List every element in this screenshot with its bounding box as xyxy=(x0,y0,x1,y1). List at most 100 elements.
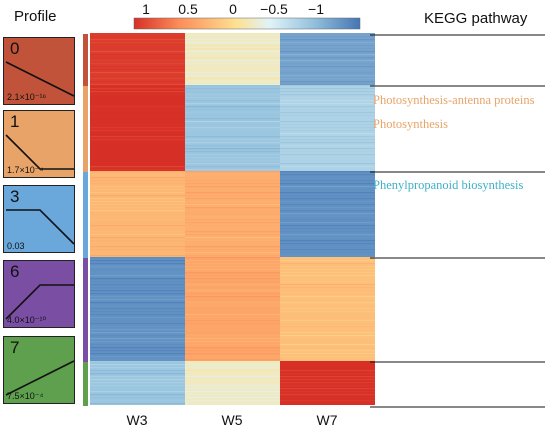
heatmap-gene-stripe xyxy=(90,338,185,340)
heatmap-gene-stripe xyxy=(90,394,185,396)
heatmap-gene-stripe xyxy=(280,97,375,99)
heatmap-gene-stripe xyxy=(90,311,185,313)
profile-pvalue: 4.0×10⁻¹⁰ xyxy=(7,315,47,325)
kegg-divider-lines xyxy=(370,34,545,408)
heatmap-gene-stripe xyxy=(90,169,185,171)
heatmap-gene-stripe xyxy=(280,287,375,289)
profile-id: 3 xyxy=(10,187,20,206)
kegg-label-photosynthesis: Photosynthesis xyxy=(373,117,449,131)
heatmap-gene-stripe xyxy=(185,136,280,138)
heatmap-gene-stripe xyxy=(280,112,375,114)
heatmap-gene-stripe xyxy=(185,252,280,254)
heatmap-gene-stripe xyxy=(90,210,185,212)
heatmap-gene-stripe xyxy=(90,252,185,254)
heatmap-gene-stripe xyxy=(280,329,375,331)
heatmap-gene-stripe xyxy=(90,118,185,120)
profile-box-3: 3 0.03 xyxy=(3,185,75,253)
heatmap-gene-stripe xyxy=(90,36,185,38)
heatmap-gene-stripe xyxy=(185,145,280,147)
heatmap-gene-stripe xyxy=(280,255,375,257)
kegg-header: KEGG pathway xyxy=(424,10,528,27)
heatmap-gene-stripe xyxy=(185,91,280,93)
heatmap-gene-stripe xyxy=(185,66,280,68)
heatmap-gene-stripe xyxy=(280,84,375,86)
heatmap-gene-stripe xyxy=(185,350,280,352)
heatmap-gene-stripe xyxy=(185,290,280,292)
heatmap-gene-stripe xyxy=(90,219,185,221)
heatmap-gene-stripe xyxy=(90,335,185,337)
heatmap-gene-stripe xyxy=(185,243,280,245)
heatmap-gene-stripe xyxy=(280,124,375,126)
profile-trend-polyline xyxy=(5,134,74,170)
heatmap-gene-stripe xyxy=(185,379,280,381)
heatmap-gene-stripe xyxy=(90,130,185,132)
profile-box-1: 1 1.7×10⁻⁴ xyxy=(3,110,75,178)
heatmap-gene-stripe xyxy=(280,106,375,108)
heatmap-gene-stripe xyxy=(185,78,280,80)
heatmap-gene-stripe xyxy=(90,163,185,165)
profile-strip-segment xyxy=(83,172,88,258)
column-label-w3: W3 xyxy=(126,412,148,428)
heatmap-gene-stripe xyxy=(185,100,280,102)
heatmap-gene-stripe xyxy=(90,361,185,363)
colorbar-tick-label: −1 xyxy=(308,1,324,17)
heatmap-gene-stripe xyxy=(90,385,185,387)
heatmap-gene-stripe xyxy=(90,85,185,87)
heatmap-gene-stripe xyxy=(185,163,280,165)
heatmap-gene-stripe xyxy=(90,75,185,77)
heatmap-gene-stripe xyxy=(185,385,280,387)
heatmap-gene-stripe xyxy=(90,364,185,366)
heatmap-gene-stripe xyxy=(185,171,280,173)
heatmap-gene-stripe xyxy=(90,350,185,352)
heatmap-gene-stripe xyxy=(90,136,185,138)
heatmap-gene-stripe xyxy=(280,347,375,349)
heatmap-gene-stripe xyxy=(185,299,280,301)
heatmap-gene-stripe xyxy=(185,376,280,378)
heatmap-gene-stripe xyxy=(185,174,280,176)
heatmap-gene-stripe xyxy=(185,364,280,366)
heatmap-gene-stripe xyxy=(185,183,280,185)
heatmap-gene-stripe xyxy=(90,145,185,147)
heatmap-gene-stripe xyxy=(280,228,375,230)
heatmap-gene-stripe xyxy=(90,347,185,349)
heatmap-gene-stripe xyxy=(90,151,185,153)
profile-strip-segment xyxy=(83,86,88,172)
heatmap-gene-stripe xyxy=(185,88,280,90)
heatmap-gene-stripe xyxy=(280,207,375,209)
heatmap-gene-stripe xyxy=(280,148,375,150)
heatmap-gene-stripe xyxy=(280,177,375,179)
heatmap-gene-stripe xyxy=(90,341,185,343)
heatmap-gene-stripe xyxy=(185,394,280,396)
heatmap-gene-stripe xyxy=(185,166,280,168)
heatmap-gene-stripe xyxy=(90,299,185,301)
profile-header: Profile xyxy=(14,8,57,25)
heatmap-gene-stripe xyxy=(280,42,375,44)
heatmap-gene-stripe xyxy=(280,171,375,173)
heatmap-gene-stripe xyxy=(185,359,280,361)
heatmap-gene-stripe xyxy=(280,225,375,227)
heatmap-gene-stripe xyxy=(185,139,280,141)
heatmap-gene-stripe xyxy=(280,183,375,185)
profile-trend-line xyxy=(5,360,75,396)
profile-trend-polyline xyxy=(5,61,75,97)
heatmap-gene-stripe xyxy=(185,60,280,62)
heatmap-gene-stripe xyxy=(280,133,375,135)
heatmap-gene-stripe xyxy=(90,320,185,322)
heatmap-gene-stripe xyxy=(280,72,375,74)
heatmap-gene-stripe xyxy=(280,257,375,259)
heatmap-gene-stripe xyxy=(90,367,185,369)
heatmap-gene-stripe xyxy=(185,219,280,221)
heatmap-gene-stripe xyxy=(185,204,280,206)
heatmap-gene-stripe xyxy=(185,255,280,257)
heatmap-gene-stripe xyxy=(90,332,185,334)
heatmap-gene-stripe xyxy=(90,353,185,355)
heatmap-gene-stripe xyxy=(90,57,185,59)
heatmap-gene-stripe xyxy=(185,177,280,179)
heatmap-gene-stripe xyxy=(280,121,375,123)
heatmap-gene-stripe xyxy=(90,121,185,123)
heatmap-gene-stripe xyxy=(185,344,280,346)
heatmap-gene-stripe xyxy=(185,225,280,227)
heatmap-gene-stripe xyxy=(280,379,375,381)
heatmap-gene-stripe xyxy=(90,48,185,50)
heatmap-gene-stripe xyxy=(185,84,280,86)
